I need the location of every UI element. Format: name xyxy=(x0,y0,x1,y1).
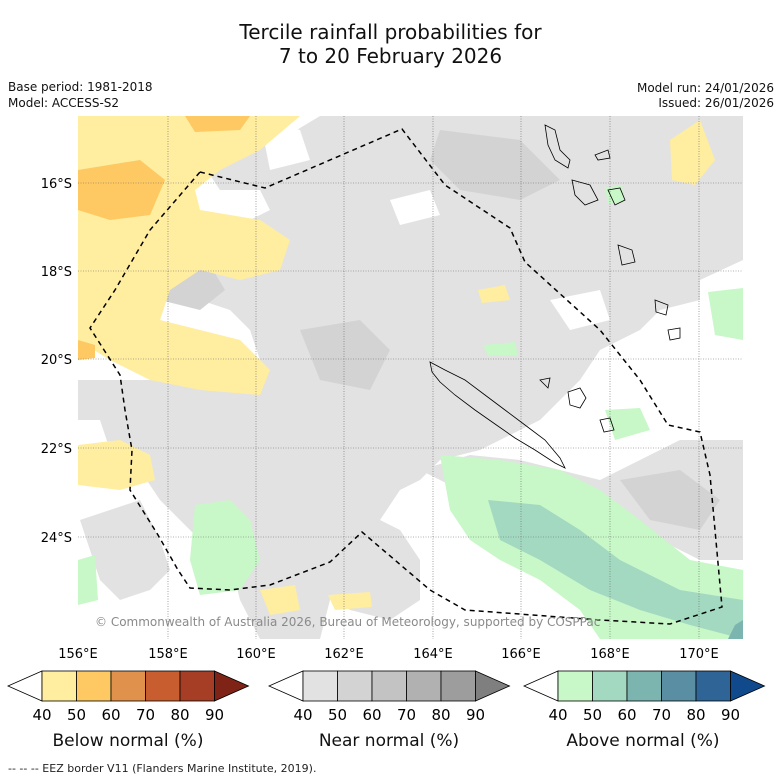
lon-label: 158°E xyxy=(148,647,188,662)
above-normal-region xyxy=(483,342,518,356)
colorbar-tick-label: 70 xyxy=(652,706,671,724)
colorbar-segment xyxy=(592,670,628,702)
lon-label: 166°E xyxy=(501,647,541,662)
base-period-label: Base period: 1981-2018 xyxy=(8,80,153,94)
colorbar-tick-label: 90 xyxy=(205,706,224,724)
lat-label: 22°S xyxy=(41,442,72,457)
colorbar-tick-label: 50 xyxy=(67,706,86,724)
model-label: Model: ACCESS-S2 xyxy=(8,96,120,110)
colorbar-tick-label: 50 xyxy=(328,706,347,724)
below-normal-region xyxy=(185,116,250,132)
colorbar-tick-label: 50 xyxy=(583,706,602,724)
colorbar-segment xyxy=(440,670,476,702)
colorbar-tick-label: 40 xyxy=(293,706,312,724)
vanuatu-islands xyxy=(544,124,681,341)
colorbar-segment xyxy=(661,670,697,702)
colorbar-tick-label: 70 xyxy=(397,706,416,724)
colorbar-arrow-high xyxy=(214,670,250,702)
colorbar-tick-label: 80 xyxy=(686,706,705,724)
above-normal-region xyxy=(728,620,743,639)
above-normal-title: Above normal (%) xyxy=(566,731,720,751)
above-normal-region xyxy=(190,500,260,595)
colorbar-tick-label: 80 xyxy=(170,706,189,724)
issued-label: Issued: 26/01/2026 xyxy=(658,96,774,110)
colorbar-tick-label: 70 xyxy=(136,706,155,724)
copyright-text: © Commonwealth of Australia 2026, Bureau… xyxy=(95,615,600,629)
above-normal-region xyxy=(488,500,743,639)
colorbar-arrow-high xyxy=(730,670,766,702)
lat-label: 18°S xyxy=(41,265,72,280)
loyalty-islands xyxy=(539,377,615,433)
colorbar-arrow-high xyxy=(475,670,511,702)
lon-label: 168°E xyxy=(590,647,630,662)
colorbar-segment xyxy=(337,670,373,702)
latitude-labels: 16°S 18°S 20°S 22°S 24°S xyxy=(41,177,72,546)
colorbar-segment xyxy=(626,670,662,702)
colorbar-segment xyxy=(179,670,215,702)
below-normal-region xyxy=(260,585,300,615)
lat-label: 24°S xyxy=(41,531,72,546)
above-normal-region xyxy=(78,555,98,605)
lon-label: 164°E xyxy=(413,647,453,662)
lat-label: 16°S xyxy=(41,177,72,192)
below-normal-region xyxy=(78,440,155,490)
longitude-labels: 156°E 158°E 160°E 162°E 164°E 166°E 168°… xyxy=(58,647,719,662)
colorbar-tick-label: 40 xyxy=(32,706,51,724)
lon-label: 170°E xyxy=(679,647,719,662)
near-normal-title: Near normal (%) xyxy=(318,731,460,751)
colorbar-segment xyxy=(41,670,77,702)
chart-title-line2: 7 to 20 February 2026 xyxy=(278,44,503,68)
below-normal-region xyxy=(328,592,372,610)
colorbar-tick-label: 90 xyxy=(466,706,485,724)
colorbar-arrow-low xyxy=(268,670,304,702)
colorbar-segment xyxy=(695,670,731,702)
colorbar-tick-label: 90 xyxy=(721,706,740,724)
below-normal-region xyxy=(478,285,510,303)
colorbar-segment xyxy=(371,670,407,702)
colorbar-arrow-low xyxy=(523,670,559,702)
colorbar-above-normal: 40 50 60 70 80 90 xyxy=(523,670,766,724)
new-caledonia-island xyxy=(429,361,566,469)
eez-footer-note: -- -- -- EEZ border V11 (Flanders Marine… xyxy=(8,762,317,775)
colorbar-below-normal: 40 50 60 70 80 90 xyxy=(7,670,250,724)
colorbar-tick-label: 60 xyxy=(362,706,381,724)
colorbar-segment xyxy=(302,670,338,702)
near-normal-region xyxy=(430,130,560,200)
colorbar-arrow-low xyxy=(7,670,43,702)
chart-title-line1: Tercile rainfall probabilities for xyxy=(239,20,542,44)
near-normal-region xyxy=(620,470,720,530)
lon-label: 156°E xyxy=(58,647,98,662)
near-normal-region xyxy=(300,320,390,390)
above-normal-region xyxy=(605,185,624,204)
colorbar-tick-label: 40 xyxy=(548,706,567,724)
below-normal-region xyxy=(670,120,715,185)
above-normal-region xyxy=(605,408,650,440)
map-area: © Commonwealth of Australia 2026, Bureau… xyxy=(78,116,743,639)
above-normal-region xyxy=(708,288,743,340)
near-normal-region xyxy=(80,500,170,600)
lat-label: 20°S xyxy=(41,353,72,368)
model-run-label: Model run: 24/01/2026 xyxy=(636,81,774,95)
colorbar-tick-label: 60 xyxy=(101,706,120,724)
colorbar-tick-label: 60 xyxy=(617,706,636,724)
colorbar-segment xyxy=(406,670,442,702)
colorbar-segment xyxy=(110,670,146,702)
below-normal-region xyxy=(78,160,165,220)
near-normal-region xyxy=(300,510,420,620)
lon-label: 160°E xyxy=(236,647,276,662)
colorbar-segment xyxy=(145,670,181,702)
lon-label: 162°E xyxy=(324,647,364,662)
eez-border xyxy=(89,128,723,625)
colorbar-tick-label: 80 xyxy=(431,706,450,724)
below-normal-region xyxy=(78,340,95,360)
colorbar-segment xyxy=(557,670,593,702)
below-normal-title: Below normal (%) xyxy=(52,731,204,751)
colorbar-segment xyxy=(76,670,112,702)
colorbar-near-normal: 40 50 60 70 80 90 xyxy=(268,670,511,724)
